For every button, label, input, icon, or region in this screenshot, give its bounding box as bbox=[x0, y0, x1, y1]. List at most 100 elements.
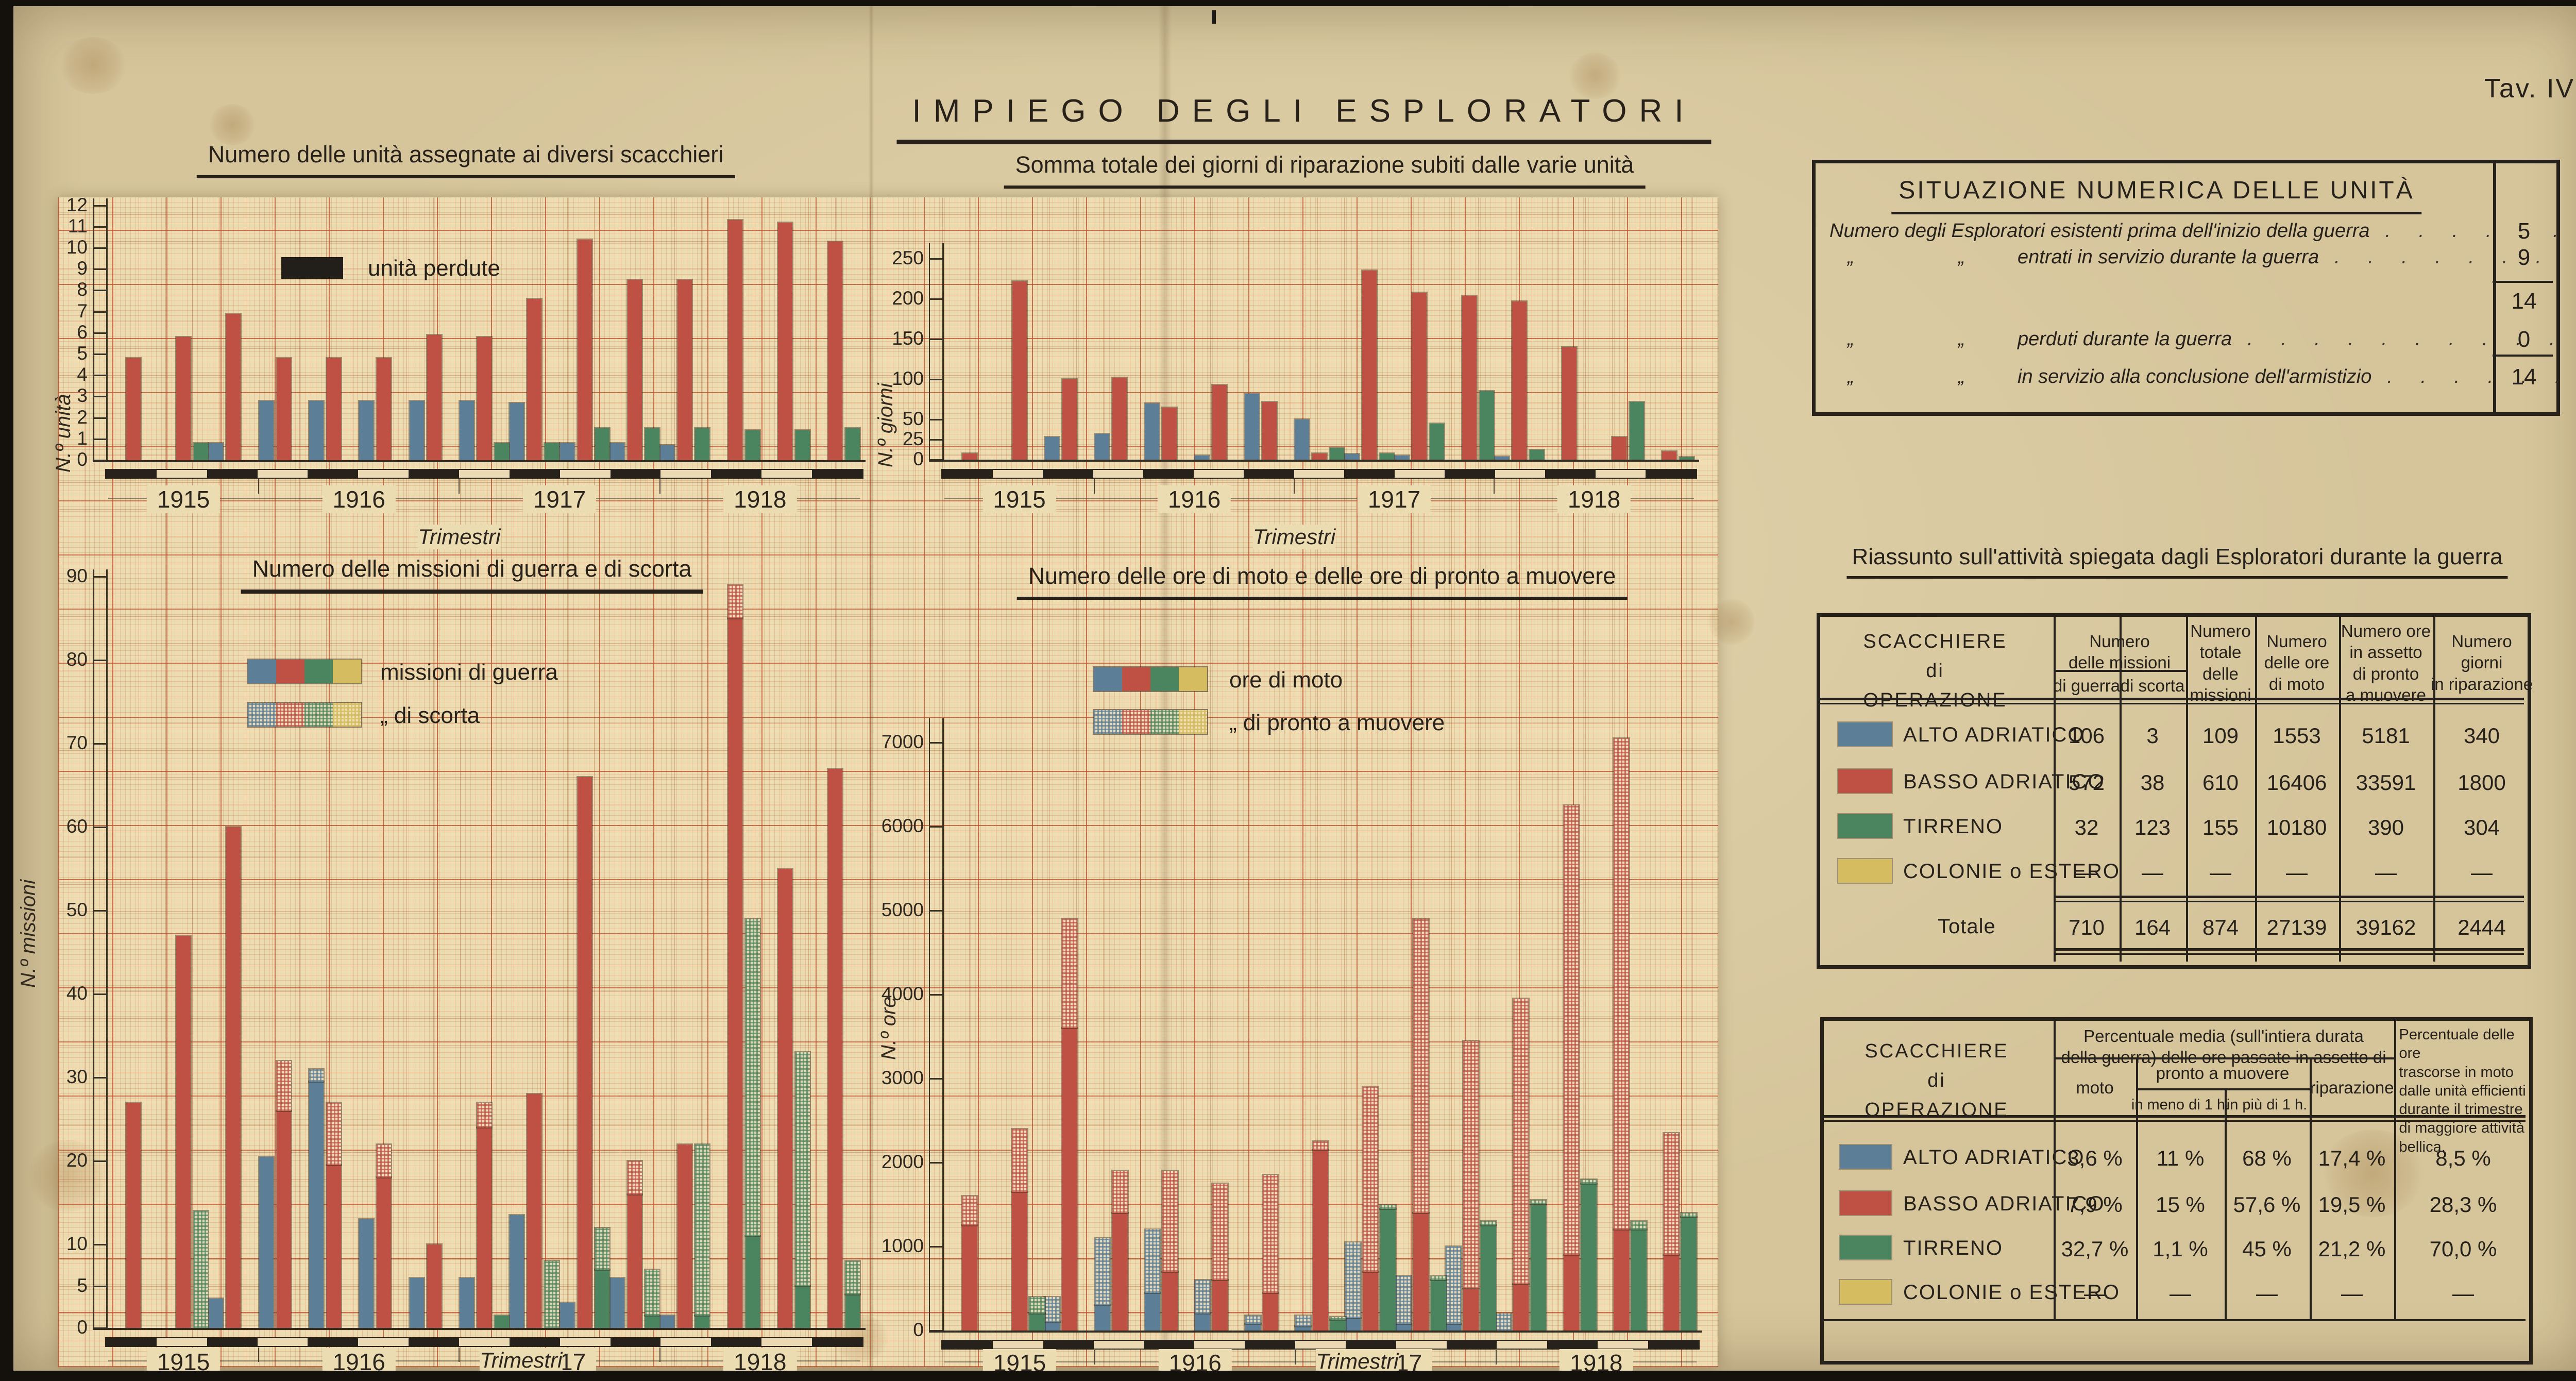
bar-missions-red-q2 bbox=[226, 827, 241, 1328]
bar-repairs-red-q4 bbox=[1162, 407, 1177, 460]
t3-column-line bbox=[2136, 1057, 2138, 1320]
bar-hatched-hours-green-q11 bbox=[1531, 1200, 1547, 1205]
quarter-dash bbox=[610, 470, 661, 478]
x-axis-line bbox=[929, 1331, 1702, 1333]
t3-swatch-red bbox=[1840, 1191, 1891, 1215]
t2-cell: 33591 bbox=[2355, 770, 2416, 795]
bar-missions-blue-q7 bbox=[460, 1277, 474, 1328]
quarter-dash bbox=[1497, 1341, 1548, 1349]
bar-repairs-red-q5 bbox=[1212, 384, 1227, 460]
quarter-dash bbox=[156, 1338, 207, 1346]
t2-column-line bbox=[2120, 613, 2122, 962]
y-tick bbox=[929, 1162, 942, 1164]
y-tick-label: 40 bbox=[66, 983, 88, 1004]
chart-title-missions: Numero delle missioni di guerra e di sco… bbox=[241, 555, 703, 594]
bar-hours-blue-q5 bbox=[1195, 1313, 1211, 1331]
bar-hours-red-q14 bbox=[1664, 1255, 1680, 1331]
y-tick bbox=[929, 298, 942, 300]
t2-total-label: Totale bbox=[1938, 915, 1996, 938]
t2-column-line bbox=[2339, 613, 2341, 962]
bar-repairs-green-q9 bbox=[1429, 423, 1444, 460]
quarter-dash bbox=[1396, 1341, 1447, 1349]
quarter-dash bbox=[560, 470, 611, 478]
bar-missions-blue-q5 bbox=[359, 1219, 374, 1328]
x-axis-label: Trimestri bbox=[480, 1348, 563, 1371]
legend-swatch-lost-units bbox=[281, 257, 343, 279]
bar-hatched-missions-green-q8 bbox=[545, 1261, 560, 1328]
t1-ditto: „ bbox=[1848, 366, 1855, 388]
bar-hatched-hours-red-q5 bbox=[1212, 1183, 1228, 1281]
bar-hatched-hours-red-q7 bbox=[1313, 1141, 1328, 1150]
quarter-dash bbox=[409, 470, 460, 478]
th-guerra: di guerra bbox=[2053, 676, 2121, 695]
ylabel-missions: N.º missioni bbox=[17, 879, 40, 988]
t2-cell: 5181 bbox=[2362, 723, 2410, 748]
bar-missions-red-q1 bbox=[176, 935, 191, 1328]
y-tick bbox=[93, 375, 106, 377]
bar-units-red-q10 bbox=[628, 279, 642, 460]
t1-value: 9 bbox=[2517, 245, 2531, 270]
bar-hatched-missions-green-q9 bbox=[595, 1227, 609, 1270]
y-tick bbox=[93, 910, 106, 912]
quarter-dash bbox=[207, 1338, 258, 1346]
y-tick bbox=[929, 439, 942, 441]
bar-missions-blue-q6 bbox=[409, 1277, 424, 1328]
bar-repairs-blue-q8 bbox=[1344, 454, 1359, 460]
y-tick bbox=[93, 1160, 106, 1162]
t3-cell: 68 % bbox=[2242, 1146, 2292, 1170]
stain bbox=[1569, 53, 1621, 99]
y-tick bbox=[929, 379, 942, 380]
bar-hatched-hours-green-q10 bbox=[1481, 1221, 1496, 1226]
quarter-dash bbox=[1245, 1341, 1296, 1349]
y-tick bbox=[93, 1286, 106, 1287]
y-tick-label: 7 bbox=[77, 300, 88, 322]
y-tick-label: 100 bbox=[892, 368, 924, 389]
y-tick-label: 60 bbox=[66, 816, 88, 837]
bar-hatched-hours-red-q13 bbox=[1614, 738, 1629, 1230]
t2-row-label: COLONIE o ESTERO bbox=[1903, 860, 2120, 883]
y-tick-label: 50 bbox=[66, 899, 88, 920]
th3-moto: moto bbox=[2076, 1078, 2114, 1097]
bar-hours-blue-q9 bbox=[1395, 1323, 1411, 1331]
quarter-dash bbox=[1043, 470, 1093, 478]
y-tick bbox=[93, 396, 106, 398]
bar-missions-red-q6 bbox=[427, 1244, 442, 1328]
quarter-dash bbox=[459, 1338, 510, 1346]
t2-row-label: BASSO ADRIATICO bbox=[1903, 770, 2105, 793]
quarter-dash bbox=[1445, 470, 1495, 478]
bar-hours-red-q11 bbox=[1513, 1284, 1529, 1331]
y-tick bbox=[93, 1244, 106, 1245]
y-tick-label: 5 bbox=[77, 343, 88, 364]
year-label: 1915 bbox=[982, 1349, 1057, 1371]
y-tick bbox=[929, 1246, 942, 1248]
bar-missions-red-q5 bbox=[377, 1177, 392, 1328]
bar-hours-green-q1 bbox=[1029, 1313, 1045, 1331]
y-tick-label: 50 bbox=[902, 408, 924, 429]
legend-swatch-hours-moto bbox=[1094, 667, 1207, 691]
quarter-dash bbox=[992, 470, 1043, 478]
t3-cell: 15 % bbox=[2156, 1192, 2205, 1217]
bar-hours-red-q3 bbox=[1112, 1212, 1128, 1331]
bar-repairs-red-q9 bbox=[1412, 292, 1427, 460]
bar-units-red-q1 bbox=[176, 337, 191, 460]
y-tick bbox=[93, 226, 106, 228]
t3-column-line bbox=[2225, 1088, 2227, 1320]
t2-total-cell: 164 bbox=[2134, 915, 2171, 939]
bar-hatched-hours-green-q1 bbox=[1029, 1296, 1045, 1314]
bar-missions-green-q13 bbox=[795, 1286, 810, 1328]
t2-bottom-rule bbox=[2054, 953, 2524, 955]
quarter-dash bbox=[1495, 470, 1546, 478]
th3-scacchiere: SCACCHIERE di OPERAZIONE bbox=[1865, 1040, 2009, 1121]
y-tick bbox=[93, 993, 106, 995]
year-boundary-tick bbox=[1495, 1350, 1497, 1365]
t2-column-line bbox=[2054, 613, 2056, 962]
y-tick-label: 1000 bbox=[881, 1235, 924, 1256]
quarter-dash bbox=[1446, 1341, 1497, 1349]
bar-hatched-hours-green-q8 bbox=[1380, 1204, 1396, 1209]
y-tick bbox=[929, 910, 942, 912]
y-tick-label: 2 bbox=[77, 406, 88, 428]
bar-hours-green-q14 bbox=[1681, 1217, 1697, 1331]
bar-repairs-green-q14 bbox=[1679, 457, 1694, 460]
y-tick-label: 0 bbox=[913, 448, 924, 469]
y-tick-label: 0 bbox=[77, 449, 88, 470]
